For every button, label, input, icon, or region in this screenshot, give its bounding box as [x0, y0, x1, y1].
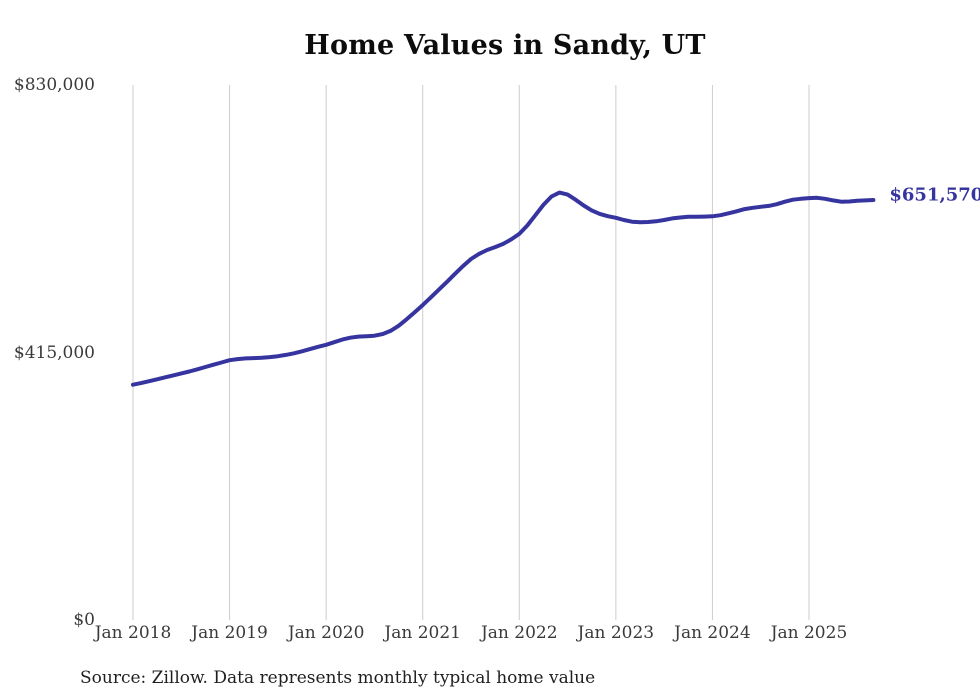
- x-tick-jan-2023: Jan 2023: [577, 623, 655, 643]
- latest-value-label: $651,570: [889, 184, 980, 206]
- x-tick-jan-2019: Jan 2019: [191, 623, 268, 643]
- vertical-gridlines: [132, 85, 810, 620]
- x-tick-jan-2024: Jan 2024: [674, 623, 751, 643]
- source-note: Source: Zillow. Data represents monthly …: [80, 668, 596, 688]
- y-tick-415000: $415,000: [13, 342, 95, 363]
- x-tick-jan-2022: Jan 2022: [480, 623, 558, 643]
- home-value-line-series: [131, 190, 876, 387]
- y-tick-830000: $830,000: [13, 75, 95, 95]
- chart-title: Home Values in Sandy, UT: [304, 30, 706, 61]
- x-tick-jan-2021: Jan 2021: [384, 623, 461, 643]
- x-tick-jan-2025: Jan 2025: [770, 623, 848, 643]
- x-tick-jan-2020: Jan 2020: [287, 623, 365, 643]
- x-tick-jan-2018: Jan 2018: [94, 623, 172, 643]
- y-tick-0: $0: [73, 610, 95, 630]
